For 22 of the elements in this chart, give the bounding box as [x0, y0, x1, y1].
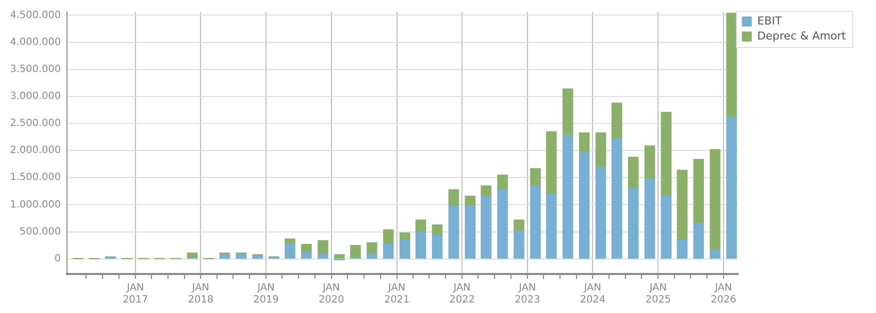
y-tick-label: 2.000.000 — [10, 145, 61, 156]
y-tick-label: 1.500.000 — [10, 172, 61, 184]
x-tick-label: JAN 2025 — [645, 282, 671, 306]
y-tick-label: 2.500.000 — [10, 118, 61, 130]
y-tick-label: 500.000 — [20, 226, 61, 238]
x-tick-label: JAN 2020 — [318, 282, 344, 306]
legend-label: EBIT — [757, 14, 782, 28]
x-tick-label: JAN 2024 — [580, 282, 606, 306]
y-tick-label: 4.000.000 — [10, 36, 61, 48]
y-tick-label: 4.500.000 — [10, 10, 61, 21]
x-tick-label: JAN 2023 — [514, 282, 540, 306]
x-tick-label: JAN 2018 — [188, 282, 214, 306]
x-tick-label: JAN 2017 — [122, 282, 148, 306]
x-tick-label: JAN 2019 — [253, 282, 279, 306]
x-tick-label: JAN 2022 — [449, 282, 475, 306]
y-tick-label: 1.000.000 — [10, 199, 61, 210]
y-tick-label: 0 — [54, 253, 61, 264]
x-tick-label: JAN 2026 — [710, 282, 736, 306]
x-tick-label: JAN 2021 — [384, 282, 410, 306]
y-tick-label: 3.500.000 — [10, 64, 61, 75]
legend-label: Deprec & Amort — [757, 29, 847, 42]
y-tick-label: 3.000.000 — [10, 91, 61, 102]
